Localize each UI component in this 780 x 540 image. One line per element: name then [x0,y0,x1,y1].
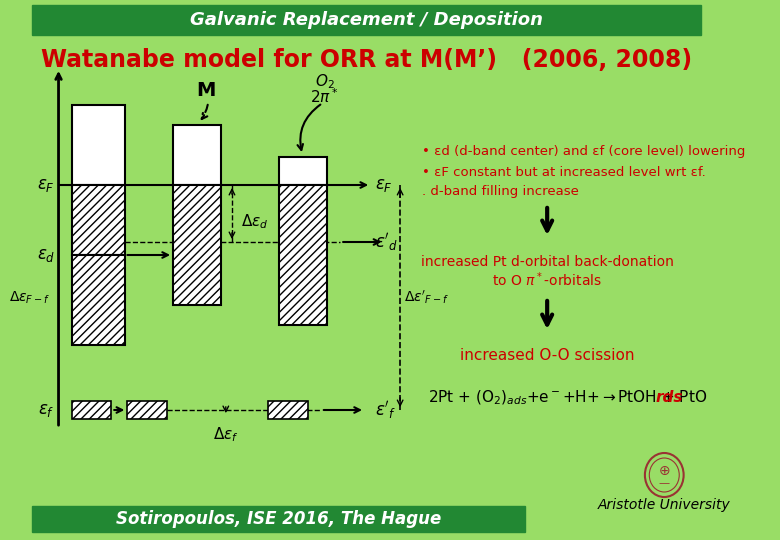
Bar [173,125,222,185]
Text: $\Delta\varepsilon_{F-f}$: $\Delta\varepsilon_{F-f}$ [9,289,50,306]
Text: ⊕: ⊕ [658,464,670,478]
Text: $O_2$: $O_2$ [314,73,335,91]
Text: Watanabe model for ORR at M(M’)   (2006, 2008): Watanabe model for ORR at M(M’) (2006, 2… [41,48,692,72]
Text: increased Pt d-orbital back-donation: increased Pt d-orbital back-donation [420,255,674,269]
Text: $\Delta\varepsilon_d$: $\Delta\varepsilon_d$ [241,212,268,231]
Text: $\varepsilon'_d$: $\varepsilon'_d$ [375,231,399,253]
Text: Aristotle University: Aristotle University [598,498,731,512]
Text: Galvanic Replacement / Deposition: Galvanic Replacement / Deposition [190,11,543,29]
Bar [32,506,525,532]
Text: 2Pt + (O$_2$)$_{ads}$+e$^-$+H+$\rightarrow$PtOH + PtO: 2Pt + (O$_2$)$_{ads}$+e$^-$+H+$\rightarr… [428,389,707,407]
Text: $\varepsilon_F$: $\varepsilon_F$ [375,176,393,194]
Bar [173,185,222,305]
Text: M: M [196,80,215,99]
Bar [32,5,701,35]
Text: $\varepsilon_f$: $\varepsilon_f$ [38,401,55,419]
Text: $\varepsilon_d$: $\varepsilon_d$ [37,246,55,264]
Bar [278,157,327,185]
Text: $2\pi^*$: $2\pi^*$ [310,87,339,106]
Text: to O $\pi^*$-orbitals: to O $\pi^*$-orbitals [492,271,602,289]
Bar [72,185,125,255]
Text: • εF constant but at increased level wrt εf.: • εF constant but at increased level wrt… [422,165,706,179]
Text: $\varepsilon'_f$: $\varepsilon'_f$ [375,399,397,421]
Text: $\varepsilon_F$: $\varepsilon_F$ [37,176,55,194]
Text: $\Delta\varepsilon_f$: $\Delta\varepsilon_f$ [213,426,239,444]
Bar [127,401,167,419]
Bar [72,401,112,419]
Bar [268,401,307,419]
Text: increased O-O scission: increased O-O scission [460,348,634,362]
Text: $\Delta\varepsilon'_{F-f}$: $\Delta\varepsilon'_{F-f}$ [404,289,448,306]
Text: • εd (d-band center) and εf (core level) lowering: • εd (d-band center) and εf (core level)… [422,145,746,159]
Text: —: — [658,478,670,488]
Text: . d-band filling increase: . d-band filling increase [422,186,579,199]
Bar [72,105,125,185]
Bar [72,255,125,345]
Bar [278,185,327,325]
Text: rds: rds [655,390,683,406]
Text: Sotiropoulos, ISE 2016, The Hague: Sotiropoulos, ISE 2016, The Hague [116,510,441,528]
